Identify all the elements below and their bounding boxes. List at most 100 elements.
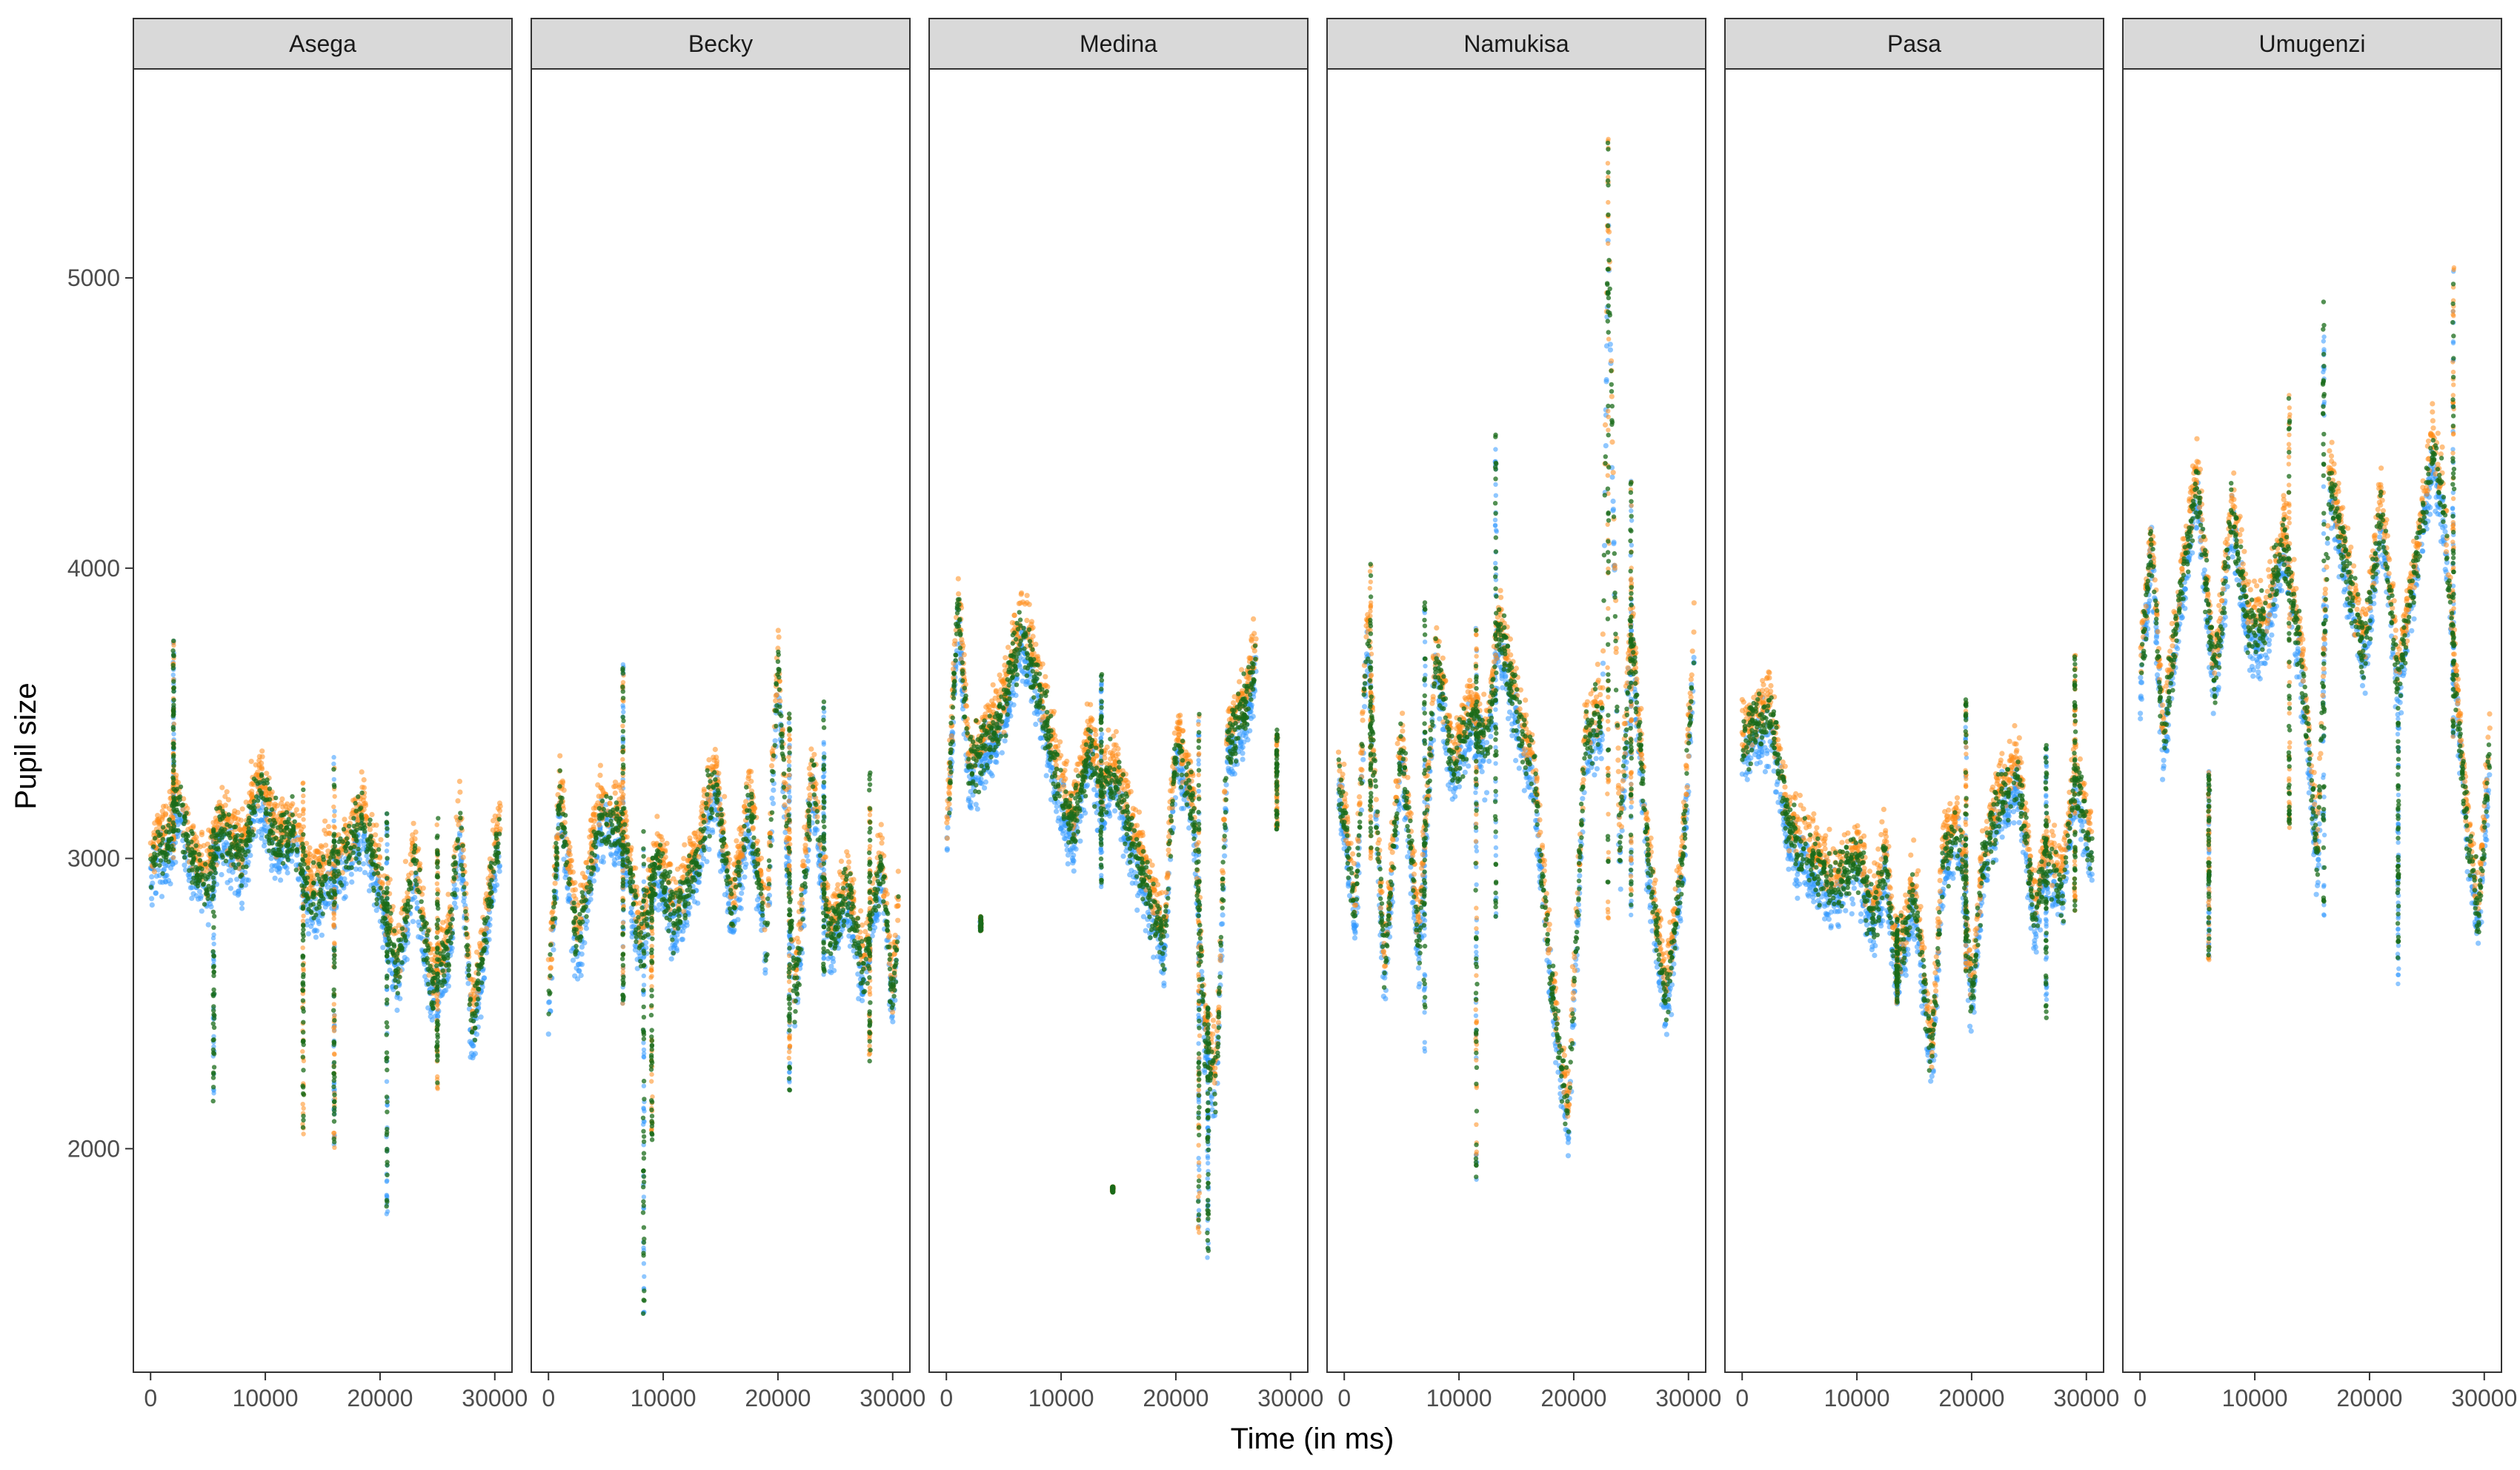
- point: [213, 840, 219, 846]
- point: [208, 845, 213, 850]
- point: [276, 847, 282, 852]
- point: [331, 847, 336, 853]
- point: [451, 900, 458, 906]
- point: [298, 862, 303, 868]
- point: [301, 922, 306, 928]
- point: [301, 824, 306, 829]
- point: [290, 842, 296, 848]
- point: [232, 808, 238, 814]
- point: [149, 896, 155, 902]
- point: [301, 914, 306, 919]
- point: [290, 823, 296, 829]
- point: [388, 917, 394, 923]
- point: [451, 854, 456, 860]
- point: [225, 842, 230, 848]
- point: [370, 862, 375, 867]
- point: [369, 875, 375, 881]
- point: [170, 820, 176, 825]
- point: [157, 848, 162, 854]
- point: [348, 845, 353, 851]
- point: [570, 957, 576, 963]
- point: [479, 980, 485, 985]
- point: [245, 834, 251, 839]
- point: [410, 820, 416, 826]
- point: [439, 926, 445, 932]
- point: [313, 934, 319, 940]
- point: [300, 857, 305, 862]
- point: [728, 928, 734, 934]
- point: [285, 854, 290, 859]
- point: [412, 846, 418, 851]
- point: [351, 816, 356, 821]
- point: [425, 948, 430, 953]
- point: [158, 858, 164, 863]
- point: [301, 845, 306, 851]
- point: [225, 796, 231, 802]
- point: [434, 935, 439, 940]
- point: [889, 1014, 895, 1020]
- point: [384, 926, 389, 932]
- point: [285, 870, 290, 876]
- point: [201, 842, 207, 848]
- point: [308, 902, 313, 908]
- point: [800, 859, 806, 865]
- point: [273, 835, 279, 841]
- point: [359, 785, 365, 791]
- point: [300, 945, 305, 951]
- point: [362, 833, 368, 839]
- point: [465, 952, 471, 957]
- point: [550, 908, 556, 914]
- point: [210, 1098, 216, 1104]
- point: [413, 878, 418, 883]
- point: [837, 869, 842, 875]
- point: [265, 780, 270, 786]
- point: [202, 902, 207, 907]
- series-blue: [545, 662, 901, 1315]
- point: [393, 974, 398, 979]
- point: [356, 851, 362, 857]
- point: [184, 837, 189, 842]
- point: [171, 688, 176, 694]
- data-points: [545, 628, 901, 1317]
- point: [551, 947, 556, 953]
- point: [164, 829, 169, 834]
- point: [493, 849, 499, 854]
- point: [279, 843, 284, 849]
- point: [296, 822, 302, 828]
- point: [443, 988, 449, 994]
- point: [439, 983, 445, 988]
- point: [300, 988, 305, 993]
- point: [493, 836, 499, 841]
- point: [369, 811, 375, 817]
- point: [264, 806, 269, 812]
- point: [331, 854, 336, 859]
- point: [290, 812, 295, 818]
- point: [262, 839, 268, 845]
- point: [419, 927, 424, 932]
- point: [336, 849, 341, 854]
- point: [332, 808, 337, 814]
- point: [300, 1091, 306, 1097]
- point: [331, 1131, 337, 1136]
- point: [384, 954, 390, 959]
- point: [289, 858, 295, 864]
- point: [491, 818, 496, 824]
- point: [634, 965, 640, 971]
- point: [430, 970, 436, 975]
- point: [233, 865, 238, 871]
- point: [379, 866, 385, 871]
- point: [418, 934, 424, 940]
- point: [641, 1040, 646, 1045]
- point: [212, 991, 217, 997]
- point: [699, 808, 705, 814]
- point: [782, 802, 788, 808]
- point: [398, 942, 404, 948]
- point: [303, 899, 308, 904]
- point: [777, 678, 782, 684]
- point: [596, 822, 602, 828]
- point: [706, 846, 712, 852]
- point: [253, 794, 259, 799]
- point: [222, 831, 227, 837]
- point: [263, 791, 269, 797]
